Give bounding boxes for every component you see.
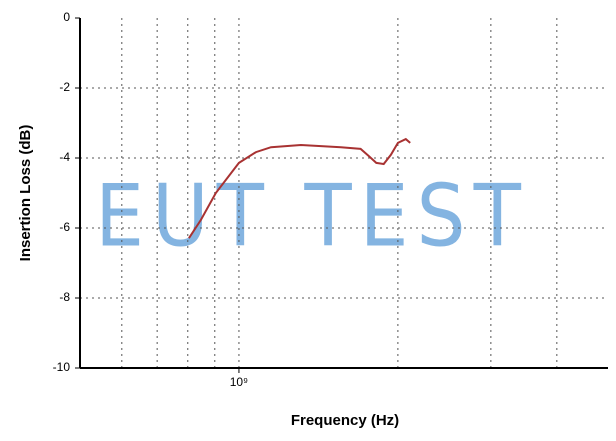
y-tick-label: -8 [59,290,70,304]
y-tick-label: 0 [63,10,70,24]
y-tick-label: -4 [59,150,70,164]
x-tick-label: 10⁹ [230,375,249,389]
y-axis-title: Insertion Loss (dB) [17,125,34,262]
x-axis-title: Frequency (Hz) [291,412,399,429]
y-tick-label: -6 [59,220,70,234]
watermark: EUT TEST [95,166,529,266]
y-tick-label: -10 [53,360,71,374]
data-line [188,137,411,239]
y-tick-label: -2 [59,80,70,94]
